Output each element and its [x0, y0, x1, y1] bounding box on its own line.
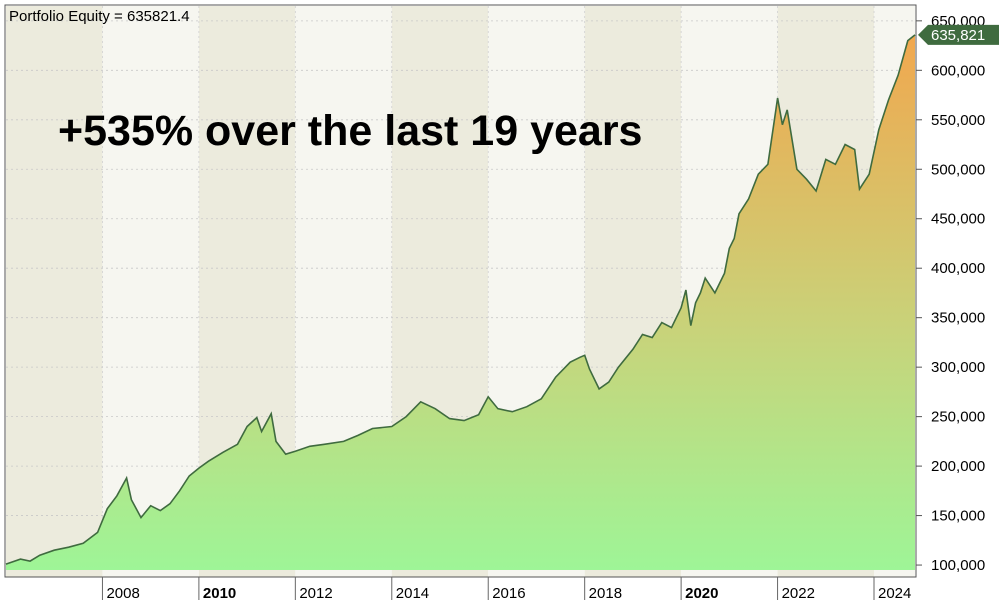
y-tick-label: 200,000 [931, 458, 985, 475]
legend-label: Portfolio Equity = 635821.4 [9, 8, 190, 25]
y-axis-ticks: 100,000 150,000 200,000 250,000 300,000 350,0… [916, 13, 985, 574]
last-value-marker: 635,821 [918, 24, 999, 45]
x-tick-label: 2022 [782, 585, 815, 602]
y-tick-label: 300,000 [931, 359, 985, 376]
y-tick-label: 550,000 [931, 112, 985, 129]
y-tick-label: 500,000 [931, 161, 985, 178]
y-tick-label: 350,000 [931, 310, 985, 327]
y-tick-label: 600,000 [931, 62, 985, 79]
equity-area [6, 34, 915, 570]
y-tick-label: 250,000 [931, 409, 985, 426]
y-tick-label: 450,000 [931, 211, 985, 228]
x-tick-label: 2010 [203, 585, 236, 602]
x-tick-label: 2014 [396, 585, 429, 602]
year-band [6, 6, 103, 577]
y-tick-label: 100,000 [931, 557, 985, 574]
last-value-label: 635,821 [931, 27, 985, 44]
x-tick-label: 2018 [589, 585, 622, 602]
x-tick-label: 2012 [299, 585, 332, 602]
equity-line [5, 34, 916, 565]
x-tick-label: 2016 [492, 585, 525, 602]
x-axis-ticks: 2008 2010 2012 2014 2016 2018 2020 2022 2024 [101, 577, 911, 602]
x-tick-label: 2020 [685, 585, 718, 602]
y-tick-label: 400,000 [931, 260, 985, 277]
chart-annotation: +535% over the last 19 years [58, 107, 642, 155]
y-tick-label: 150,000 [931, 508, 985, 525]
last-value-badge [918, 24, 999, 45]
x-tick-label: 2024 [878, 585, 911, 602]
year-band [102, 6, 199, 577]
x-tick-label: 2008 [106, 585, 139, 602]
